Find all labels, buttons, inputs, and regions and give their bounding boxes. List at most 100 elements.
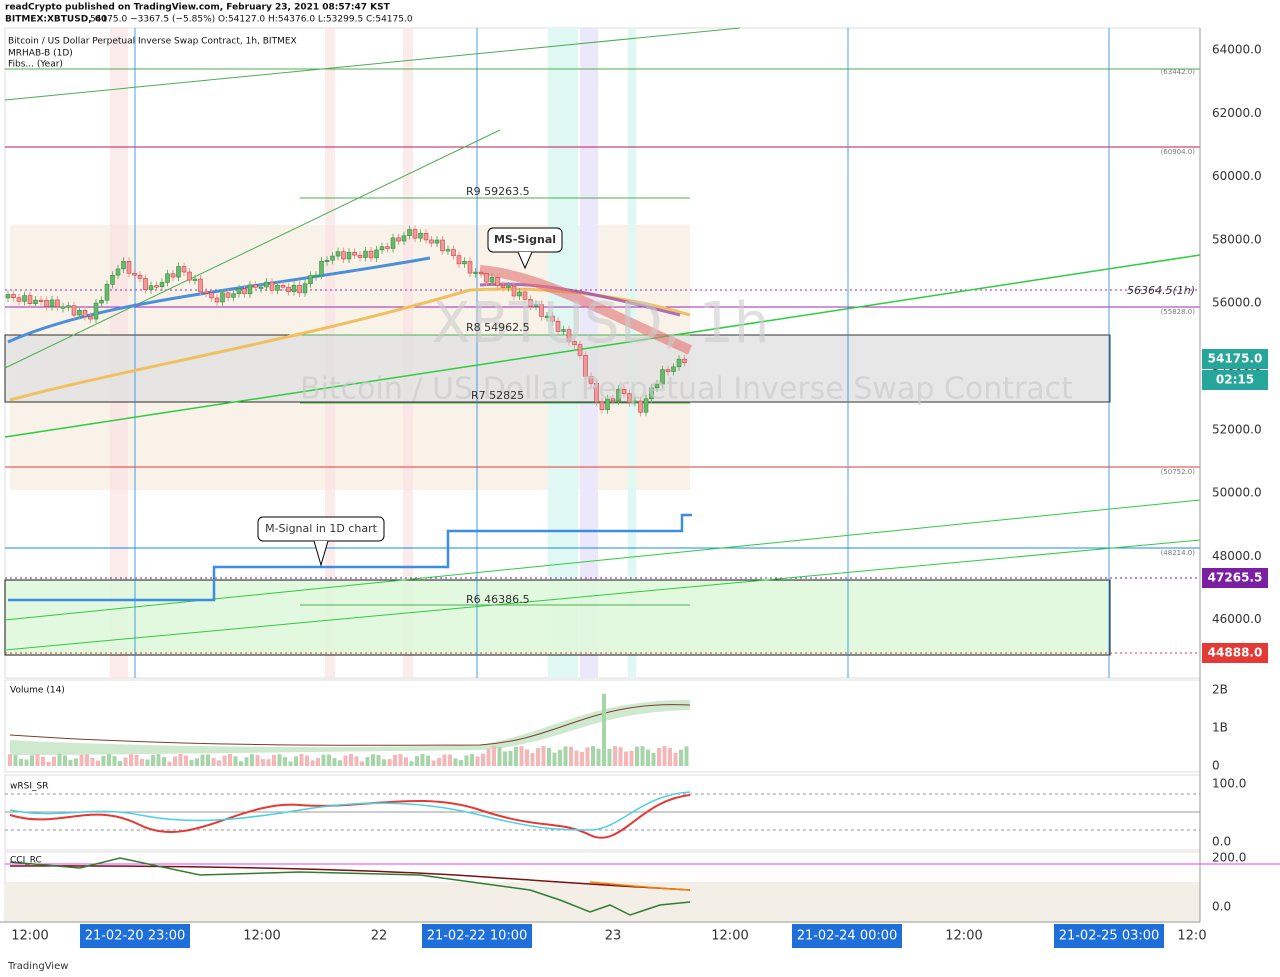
volume-bar: [508, 750, 513, 766]
candle-body: [159, 282, 165, 288]
candle-body: [451, 249, 456, 256]
candle-body: [346, 252, 352, 260]
candle-body: [511, 285, 517, 297]
annotation: R9 59263.5: [466, 185, 530, 198]
volume-bar: [118, 761, 122, 766]
volume-bar: [299, 754, 304, 766]
price-tick-label: 58000.0: [1212, 232, 1262, 246]
panel-tick-label: 0.0: [1212, 835, 1231, 849]
volume-bar: [453, 758, 458, 766]
volume-bar: [640, 746, 645, 766]
candle-body: [627, 393, 632, 403]
volume-bar: [525, 749, 529, 766]
candle-body: [203, 291, 209, 294]
price-badge: [1202, 643, 1268, 663]
candle-body: [181, 266, 187, 273]
volume-bar: [530, 753, 535, 766]
main-pane: Bitcoin / US Dollar Perpetual Inverse Sw…: [4, 27, 1201, 679]
candle-body: [660, 369, 665, 385]
time-tick-label: 12:00: [945, 929, 982, 944]
volume-bar: [85, 754, 89, 766]
volume-bar: [217, 760, 221, 766]
candle-body: [176, 266, 181, 278]
watermark-description: Bitcoin / US Dollar Perpetual Inverse Sw…: [300, 372, 1073, 407]
volume-bar: [503, 751, 507, 766]
candle-body: [286, 286, 291, 292]
volume-bar: [624, 751, 628, 766]
volume-bar: [145, 759, 150, 766]
volume-bar: [569, 746, 573, 766]
candle-body: [495, 277, 500, 286]
candle-body: [126, 261, 132, 274]
candle-body: [544, 315, 550, 318]
candle-body: [440, 239, 445, 252]
volume-bar: [613, 746, 617, 766]
candle-body: [22, 295, 27, 302]
candle-body: [231, 293, 236, 298]
panel-title: CCI_RC: [10, 856, 42, 866]
callout-text: MS-Signal: [494, 233, 556, 246]
volume-bar: [442, 754, 447, 766]
volume-bar: [486, 749, 491, 766]
volume-bar: [382, 759, 386, 766]
volume-bar: [371, 754, 375, 766]
volume-bar: [409, 761, 414, 766]
volume-bar: [541, 746, 546, 766]
time-tick-label: 22: [371, 929, 388, 944]
volume-bar: [134, 754, 139, 766]
candle-body: [517, 291, 522, 297]
volume-bar: [431, 760, 436, 766]
candle-body: [313, 274, 319, 277]
volume-bar: [8, 754, 12, 766]
volume-bar: [294, 756, 298, 766]
volume-bar: [398, 754, 403, 766]
candle-body: [49, 299, 55, 307]
volume-bar: [112, 756, 117, 766]
cci-ma: [589, 881, 691, 891]
candle-body: [583, 355, 588, 377]
price-tick-label: 62000.0: [1212, 106, 1262, 120]
candle-body: [412, 229, 418, 239]
volume-bar: [222, 755, 227, 766]
moving-average: [9, 287, 691, 402]
candle-body: [27, 295, 33, 304]
price-badge: [1202, 370, 1268, 390]
candle-body: [462, 261, 467, 265]
trend-line: [4, 27, 741, 101]
price-badge: [1202, 349, 1268, 369]
publisher: readCrypto published on TradingView.com,…: [5, 3, 391, 13]
candle-body: [671, 366, 676, 372]
candle-body: [588, 376, 594, 384]
candle-body: [82, 310, 88, 317]
candle-body: [682, 358, 687, 363]
volume-bar: [679, 749, 683, 766]
volume-bar: [305, 755, 309, 766]
volume-bar: [184, 755, 188, 766]
time-badge: [792, 924, 902, 948]
candle-body: [291, 285, 297, 292]
candle-body: [71, 305, 77, 316]
time-tick-label: 12:00: [11, 929, 48, 944]
candle-body: [115, 268, 121, 276]
volume-bar: [283, 757, 287, 766]
volume-bar: [673, 752, 678, 766]
volume-bar: [426, 755, 430, 766]
moving-average: [7, 256, 431, 344]
level-label: (48214.0): [1161, 549, 1196, 557]
volume-bar: [167, 761, 172, 766]
time-tick-label: 12:00: [711, 929, 748, 944]
candle-body: [357, 254, 363, 258]
level-label: (60904.0): [1161, 148, 1196, 156]
candle-body: [676, 358, 682, 368]
candle-body: [319, 261, 324, 276]
volume-bar: [514, 746, 518, 766]
candle-body: [385, 246, 390, 249]
volume-bar: [327, 754, 331, 766]
candle-body: [550, 315, 555, 322]
candle-body: [192, 278, 198, 281]
symbol: BITMEX:XBTUSD, 60: [5, 15, 107, 25]
volume-bar: [277, 754, 282, 766]
volume-bar: [316, 758, 320, 766]
volume-band: [10, 700, 690, 755]
candle-body: [165, 273, 170, 283]
